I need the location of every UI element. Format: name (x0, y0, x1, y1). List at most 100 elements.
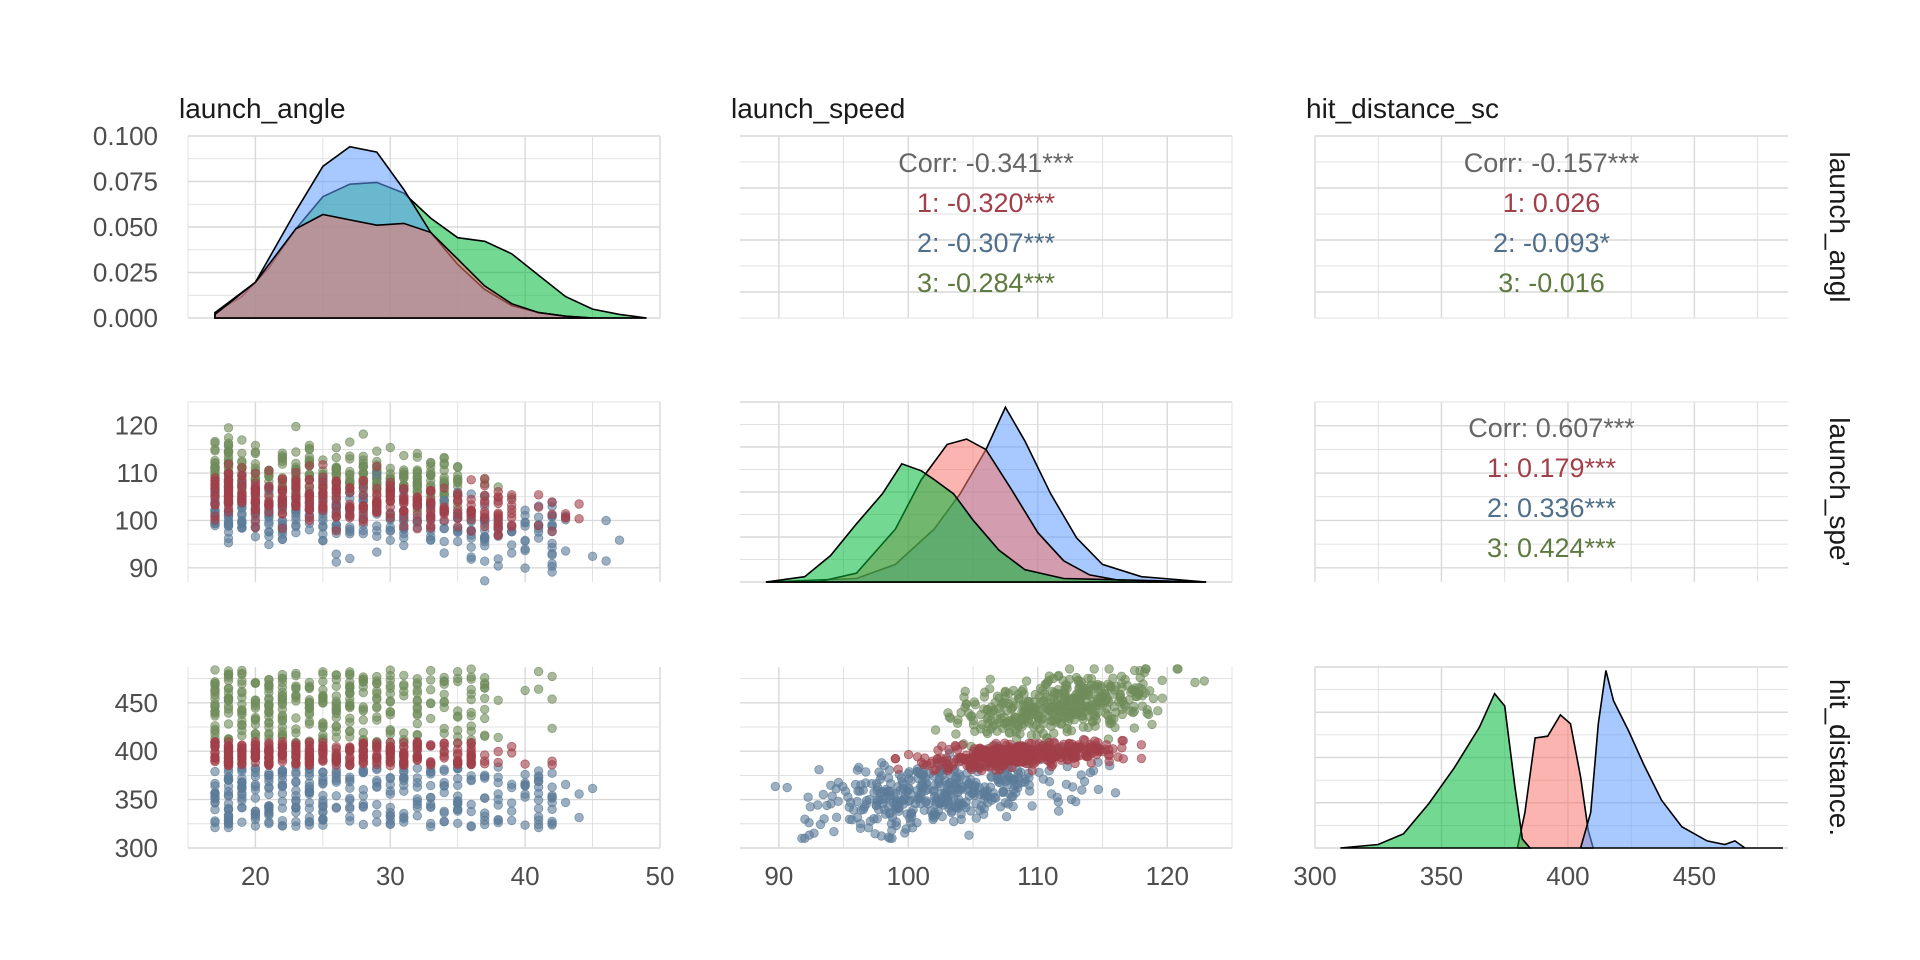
point-group-2 (412, 773, 423, 783)
point-group-2 (507, 540, 517, 550)
point-group-3 (999, 697, 1010, 707)
point-group-2 (304, 817, 315, 827)
point-group-1 (291, 489, 301, 500)
point-group-3 (412, 680, 423, 690)
point-group-2 (426, 792, 436, 803)
point-group-2 (520, 769, 530, 780)
point-group-2 (331, 775, 342, 786)
point-group-1 (237, 749, 247, 760)
point-group-2 (223, 791, 234, 801)
point-group-3 (1116, 695, 1127, 706)
point-group-1 (291, 476, 301, 486)
panel-0-1: Corr: -0.341*** 1: -0.320*** 2: -0.307*** 3… (740, 135, 1233, 319)
x-tick-label: 100 (887, 861, 930, 891)
point-group-2 (480, 576, 490, 586)
point-group-2 (1038, 774, 1049, 784)
point-group-1 (372, 742, 382, 752)
strip-label-top: hit_distance_sc (1306, 93, 1499, 124)
point-group-2 (971, 813, 982, 823)
point-group-3 (304, 698, 315, 708)
point-group-1 (331, 751, 342, 761)
point-group-2 (831, 812, 842, 823)
panel-0-0 (187, 135, 661, 319)
point-group-2 (372, 547, 382, 557)
panel-0-2: Corr: -0.157*** 1: 0.026 2: -0.093* 3: -0.0… (1314, 135, 1788, 319)
point-group-2 (439, 523, 449, 534)
point-group-2 (805, 802, 816, 812)
point-group-3 (399, 679, 409, 690)
point-group-1 (372, 753, 382, 763)
point-group-3 (977, 719, 987, 730)
point-group-3 (1073, 675, 1084, 685)
point-group-3 (480, 713, 490, 724)
point-group-2 (466, 799, 476, 810)
point-group-3 (318, 667, 328, 677)
point-group-2 (520, 536, 530, 546)
point-group-2 (480, 773, 490, 783)
point-group-3 (1083, 722, 1093, 733)
point-group-2 (210, 766, 220, 777)
point-group-2 (1053, 797, 1064, 807)
point-group-3 (930, 725, 941, 735)
point-group-2 (493, 561, 503, 571)
point-group-3 (439, 679, 449, 689)
point-group-1 (453, 513, 463, 524)
point-group-2 (587, 783, 598, 794)
point-group-1 (399, 496, 409, 506)
point-group-2 (941, 789, 951, 800)
point-group-1 (493, 530, 503, 541)
point-group-2 (995, 802, 1006, 812)
point-group-2 (453, 818, 463, 829)
point-group-2 (372, 799, 382, 810)
point-group-2 (1093, 784, 1104, 795)
point-group-3 (480, 704, 490, 715)
point-group-2 (507, 798, 517, 808)
point-group-2 (399, 773, 409, 783)
point-group-1 (412, 524, 423, 534)
point-group-2 (854, 762, 864, 773)
point-group-1 (223, 757, 234, 767)
point-group-2 (210, 793, 220, 803)
point-group-2 (223, 538, 234, 548)
point-group-1 (426, 757, 436, 768)
point-group-3 (385, 688, 396, 699)
point-group-2 (493, 772, 503, 783)
point-group-1 (250, 488, 261, 498)
point-group-3 (1015, 729, 1025, 739)
point-group-2 (264, 803, 274, 814)
point-group-3 (426, 457, 436, 468)
point-group-2 (884, 765, 895, 775)
point-group-1 (533, 502, 544, 512)
point-group-1 (304, 475, 315, 486)
point-group-2 (1079, 776, 1090, 787)
point-group-3 (358, 704, 369, 714)
point-group-1 (520, 759, 530, 769)
point-group-1 (980, 746, 991, 757)
point-group-1 (210, 515, 220, 525)
point-group-2 (872, 782, 883, 792)
x-tick-label: 110 (1017, 861, 1058, 891)
point-group-1 (304, 737, 315, 747)
point-group-3 (237, 688, 247, 698)
point-group-1 (1092, 744, 1102, 755)
point-group-1 (250, 739, 261, 749)
point-group-3 (998, 723, 1008, 733)
point-group-1 (399, 742, 409, 753)
point-group-1 (453, 495, 463, 505)
point-group-2 (412, 811, 423, 821)
point-group-1 (372, 461, 382, 472)
point-group-1 (412, 752, 423, 762)
point-group-3 (985, 674, 996, 685)
y-tick-label: 90 (129, 553, 158, 583)
point-group-3 (533, 666, 544, 677)
point-group-1 (1136, 740, 1147, 750)
point-group-2 (250, 809, 261, 820)
point-group-2 (547, 818, 557, 829)
point-group-3 (426, 476, 436, 486)
point-group-2 (210, 822, 220, 833)
point-group-1 (223, 747, 234, 758)
point-group-2 (426, 535, 436, 546)
point-group-3 (331, 703, 342, 714)
point-group-2 (318, 795, 328, 806)
point-group-3 (223, 675, 234, 686)
